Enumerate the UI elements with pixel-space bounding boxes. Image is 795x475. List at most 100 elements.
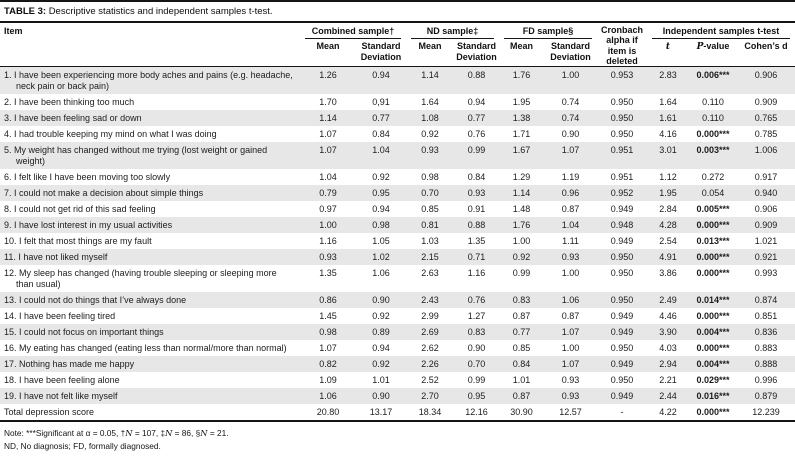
cronbach-alpha: 0.952 <box>597 185 647 201</box>
table-caption: TABLE 3: Descriptive statistics and inde… <box>0 2 795 23</box>
cohens-d: 0.993 <box>737 264 795 292</box>
cohens-d: 0.888 <box>737 355 795 372</box>
combined-mean: 1.04 <box>300 169 356 185</box>
table-row: 4. I had trouble keeping my mind on what… <box>0 126 795 143</box>
table-row: 2. I have been thinking too much 1.70 0,91… <box>0 94 795 111</box>
fd-mean: 1.38 <box>499 110 544 127</box>
fd-sd: 1.07 <box>544 355 597 372</box>
fd-mean: 0.92 <box>499 248 544 265</box>
nd-mean: 2.99 <box>406 307 454 324</box>
cohens-d: 1.021 <box>737 232 795 249</box>
fd-mean: 1.67 <box>499 142 544 170</box>
cohens-d: 0.909 <box>737 216 795 233</box>
table-row: 14. I have been feeling tired 1.45 0.92 2.9… <box>0 307 795 324</box>
p-value: 0.014*** <box>689 291 737 308</box>
t-value: 2.49 <box>647 291 689 308</box>
cronbach-alpha: 0.950 <box>597 291 647 308</box>
table-row: 19. I have not felt like myself 1.06 0.90 2… <box>0 387 795 404</box>
fd-mean: 0.85 <box>499 339 544 356</box>
table-row: 6. I felt like I have been moving too sl… <box>0 169 795 185</box>
combined-mean: 1.00 <box>300 216 356 233</box>
column-header-nd-mean: Mean <box>406 39 454 68</box>
combined-sd: 1.06 <box>356 264 406 292</box>
nd-sd: 0.95 <box>454 387 499 404</box>
cronbach-alpha: 0.951 <box>597 142 647 170</box>
item-label: 2. I have been thinking too much <box>0 94 300 111</box>
fd-sd: 0.93 <box>544 248 597 265</box>
cronbach-alpha: 0.950 <box>597 110 647 127</box>
combined-mean: 0.97 <box>300 200 356 217</box>
combined-mean: 1.07 <box>300 339 356 356</box>
column-header-item: Item <box>0 22 300 68</box>
cohens-d: 12.239 <box>737 403 795 422</box>
fd-sd: 1.00 <box>544 339 597 356</box>
cohens-d: 0.851 <box>737 307 795 324</box>
p-value: 0.016*** <box>689 387 737 404</box>
p-value: 0.110 <box>689 110 737 127</box>
table-row: 11. I have not liked myself 0.93 1.02 2.15 0… <box>0 248 795 265</box>
combined-mean: 1.14 <box>300 110 356 127</box>
item-label: 3. I have been feeling sad or down <box>0 110 300 127</box>
fd-mean: 1.95 <box>499 94 544 111</box>
item-label: 4. I had trouble keeping my mind on what… <box>0 126 300 143</box>
item-label: 7. I could not make a decision about sim… <box>0 185 300 201</box>
cronbach-alpha: 0.950 <box>597 126 647 143</box>
combined-sd: 1.01 <box>356 371 406 388</box>
nd-mean: 0.93 <box>406 142 454 170</box>
p-value: 0.003*** <box>689 142 737 170</box>
combined-sd: 1.05 <box>356 232 406 249</box>
cronbach-alpha: 0.949 <box>597 307 647 324</box>
cohens-d: 0.940 <box>737 185 795 201</box>
statistics-table: Item Combined sample† ND sample‡ FD samp… <box>0 22 795 422</box>
t-value: 2.54 <box>647 232 689 249</box>
group-header-fd: FD sample§ <box>499 23 597 40</box>
combined-sd: 0.94 <box>356 339 406 356</box>
group-header-nd: ND sample‡ <box>406 23 499 40</box>
column-header-combined-mean: Mean <box>300 39 356 68</box>
combined-sd: 1.02 <box>356 248 406 265</box>
item-label: 1. I have been experiencing more body ac… <box>0 66 300 95</box>
nd-sd: 0.94 <box>454 94 499 111</box>
nd-mean: 0.98 <box>406 169 454 185</box>
nd-sd: 1.35 <box>454 232 499 249</box>
fd-sd: 0.74 <box>544 94 597 111</box>
combined-sd: 0.95 <box>356 185 406 201</box>
fd-mean: 0.99 <box>499 264 544 292</box>
p-value: 0.004*** <box>689 355 737 372</box>
fd-mean: 0.87 <box>499 307 544 324</box>
column-header-p-value: P-value <box>689 39 737 68</box>
fd-sd: 1.07 <box>544 323 597 340</box>
cronbach-alpha: 0.949 <box>597 387 647 404</box>
fd-mean: 30.90 <box>499 403 544 422</box>
cronbach-alpha: 0.950 <box>597 264 647 292</box>
column-header-nd-sd: Standard Deviation <box>454 39 499 68</box>
t-value: 2.84 <box>647 200 689 217</box>
cronbach-alpha: 0.953 <box>597 66 647 95</box>
nd-sd: 0.91 <box>454 200 499 217</box>
combined-mean: 1.70 <box>300 94 356 111</box>
combined-mean: 1.35 <box>300 264 356 292</box>
combined-mean: 0.86 <box>300 291 356 308</box>
table-row: 1. I have been experiencing more body ac… <box>0 66 795 95</box>
p-value: 0.110 <box>689 94 737 111</box>
fd-mean: 1.71 <box>499 126 544 143</box>
item-label: Total depression score <box>0 403 300 422</box>
fd-sd: 0.93 <box>544 371 597 388</box>
column-header-combined-sd: Standard Deviation <box>356 39 406 68</box>
nd-mean: 2.52 <box>406 371 454 388</box>
t-value: 4.91 <box>647 248 689 265</box>
p-value: 0.013*** <box>689 232 737 249</box>
item-label: 6. I felt like I have been moving too sl… <box>0 169 300 185</box>
item-label: 8. I could not get rid of this sad feeli… <box>0 200 300 217</box>
fd-sd: 0.87 <box>544 200 597 217</box>
fd-mean: 1.29 <box>499 169 544 185</box>
p-value: 0.272 <box>689 169 737 185</box>
fd-mean: 1.00 <box>499 232 544 249</box>
nd-mean: 0.81 <box>406 216 454 233</box>
p-value: 0.054 <box>689 185 737 201</box>
fd-sd: 1.07 <box>544 142 597 170</box>
nd-mean: 2.70 <box>406 387 454 404</box>
combined-sd: 0.92 <box>356 355 406 372</box>
nd-mean: 0.70 <box>406 185 454 201</box>
nd-mean: 2.69 <box>406 323 454 340</box>
